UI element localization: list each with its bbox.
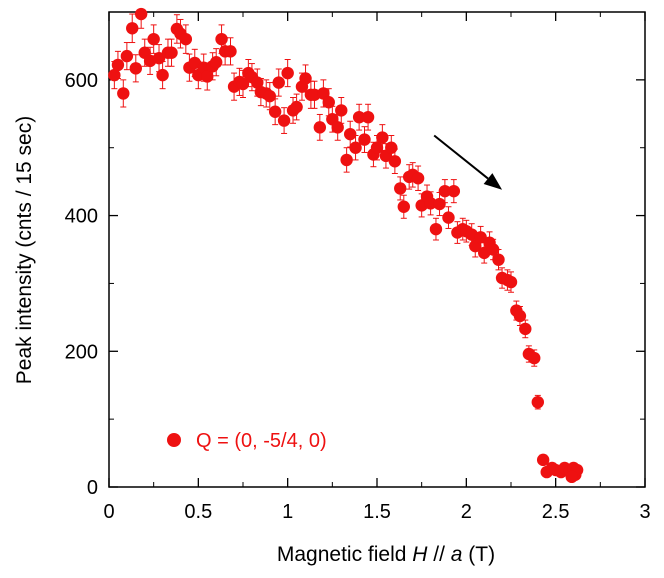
plot-frame	[108, 11, 646, 488]
data-point	[376, 131, 389, 144]
data-point	[201, 70, 214, 83]
data-point	[251, 76, 264, 89]
data-point	[447, 184, 461, 198]
data-point	[281, 66, 294, 80]
arrow-shaft	[433, 134, 489, 180]
data-point	[438, 184, 452, 198]
x-tick-label: 2	[461, 501, 472, 523]
legend-marker	[167, 433, 181, 447]
data-point	[424, 197, 437, 210]
data-point	[486, 243, 500, 256]
x-tick-label: 3	[639, 501, 650, 523]
x-axis-title-part-3: //	[427, 543, 450, 566]
field-sweep-arrow	[433, 134, 503, 190]
arrow-head	[483, 173, 503, 190]
x-axis-title-var-h: H	[412, 543, 428, 566]
data-point	[536, 453, 550, 467]
data-point	[331, 121, 344, 134]
axis-ticks	[108, 12, 646, 488]
data-point	[519, 322, 532, 336]
data-point	[513, 309, 527, 323]
y-tick-label: 400	[65, 206, 98, 228]
data-point	[120, 49, 134, 63]
data-point	[290, 100, 303, 114]
y-tick-label: 600	[65, 70, 98, 92]
data-point	[385, 141, 398, 154]
y-axis-title: Peak intensity (cnts / 15 sec)	[13, 116, 36, 384]
data-point	[388, 155, 402, 168]
legend: Q = (0, -5/4, 0)	[167, 430, 327, 452]
data-point	[531, 395, 544, 409]
data-point	[272, 76, 285, 89]
data-point	[411, 172, 425, 185]
data-point	[313, 121, 327, 134]
data-point	[504, 275, 518, 289]
data-point	[224, 45, 237, 58]
data-point	[147, 32, 160, 46]
y-tick-labels: 0 200 400 600	[65, 70, 98, 499]
data-point	[129, 62, 142, 75]
data-point	[492, 253, 505, 266]
data-point	[263, 89, 276, 103]
data-point	[179, 32, 193, 46]
x-axis-title-var-a: a	[451, 543, 463, 566]
data-point	[397, 200, 410, 213]
data-point	[349, 141, 362, 154]
data-point	[236, 77, 250, 91]
data-point	[117, 87, 130, 100]
data-point	[215, 32, 228, 46]
data-point	[442, 211, 455, 224]
data-point	[370, 141, 384, 154]
x-tick-label: 1.5	[363, 501, 391, 523]
data-point	[277, 114, 291, 127]
data-point	[344, 127, 357, 141]
legend-label: Q = (0, -5/4, 0)	[196, 430, 327, 452]
data-point	[358, 133, 371, 146]
data-point	[565, 470, 578, 484]
x-axis-title: Magnetic field H // a (T)	[277, 543, 495, 566]
data-point	[394, 182, 407, 195]
data-point	[111, 58, 125, 72]
x-tick-label: 2.5	[542, 501, 570, 523]
x-tick-label: 0	[103, 501, 114, 523]
data-point	[322, 96, 335, 109]
data-point	[165, 46, 178, 59]
data-point	[268, 105, 282, 118]
x-tick-label: 1	[282, 501, 293, 523]
data-point	[429, 222, 443, 236]
data-point	[152, 51, 166, 65]
data-point	[126, 22, 139, 35]
data-point	[156, 68, 169, 82]
data-point	[352, 110, 366, 124]
data-point	[134, 7, 148, 21]
data-point	[299, 72, 312, 85]
error-bars	[111, 11, 581, 481]
data-point	[474, 231, 487, 244]
data-point	[210, 56, 223, 69]
x-axis-title-part-1: Magnetic field	[277, 543, 412, 566]
data-point	[108, 68, 121, 82]
y-tick-label: 200	[65, 341, 98, 363]
data-points	[108, 7, 584, 484]
data-point	[335, 104, 348, 117]
x-tick-label: 0.5	[184, 501, 212, 523]
x-tick-labels: 0 0.5 1 1.5 2 2.5 3	[103, 501, 650, 523]
data-point	[361, 110, 375, 124]
x-axis-title-part-5: (T)	[462, 543, 495, 566]
data-point	[528, 351, 541, 365]
data-point	[340, 153, 353, 167]
y-tick-label: 0	[87, 477, 98, 499]
data-point	[433, 197, 446, 211]
